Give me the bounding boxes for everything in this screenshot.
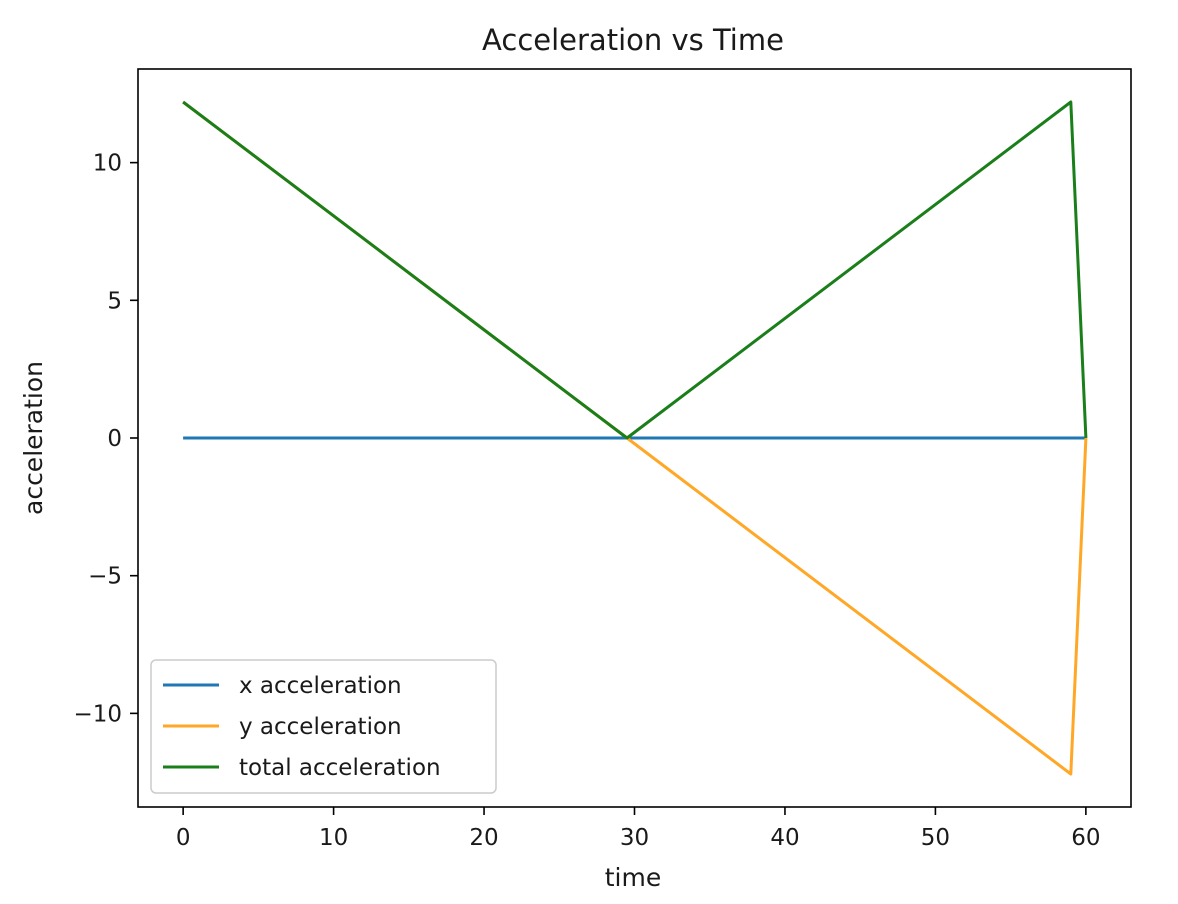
chart-title: Acceleration vs Time bbox=[482, 23, 784, 57]
y-tick-label: 5 bbox=[107, 288, 122, 314]
legend: x acceleration y acceleration total accele… bbox=[150, 659, 497, 794]
x-tick-label: 40 bbox=[770, 825, 799, 851]
y-tick-label: −5 bbox=[88, 564, 122, 590]
y-tick-label: 10 bbox=[93, 151, 122, 177]
y-tick-label: −10 bbox=[73, 701, 122, 727]
x-tick-label: 10 bbox=[319, 825, 348, 851]
x-tick-label: 20 bbox=[469, 825, 498, 851]
x-tick-label: 60 bbox=[1071, 825, 1100, 851]
x-tick-label: 30 bbox=[620, 825, 649, 851]
axes: 0 10 20 30 40 50 60 −10 −5 0 5 10 bbox=[73, 68, 1132, 851]
x-tick-label: 50 bbox=[921, 825, 950, 851]
legend-label: x acceleration bbox=[239, 673, 402, 699]
legend-label: y acceleration bbox=[239, 714, 402, 740]
x-axis-label: time bbox=[605, 863, 661, 892]
y-tick-label: 0 bbox=[107, 426, 122, 452]
x-tick-label: 0 bbox=[176, 825, 191, 851]
legend-label: total acceleration bbox=[239, 755, 441, 781]
plot-area bbox=[182, 100, 1088, 776]
legend-box bbox=[150, 659, 497, 794]
series-line-3 bbox=[182, 100, 1088, 440]
y-axis-label: acceleration bbox=[19, 361, 48, 515]
